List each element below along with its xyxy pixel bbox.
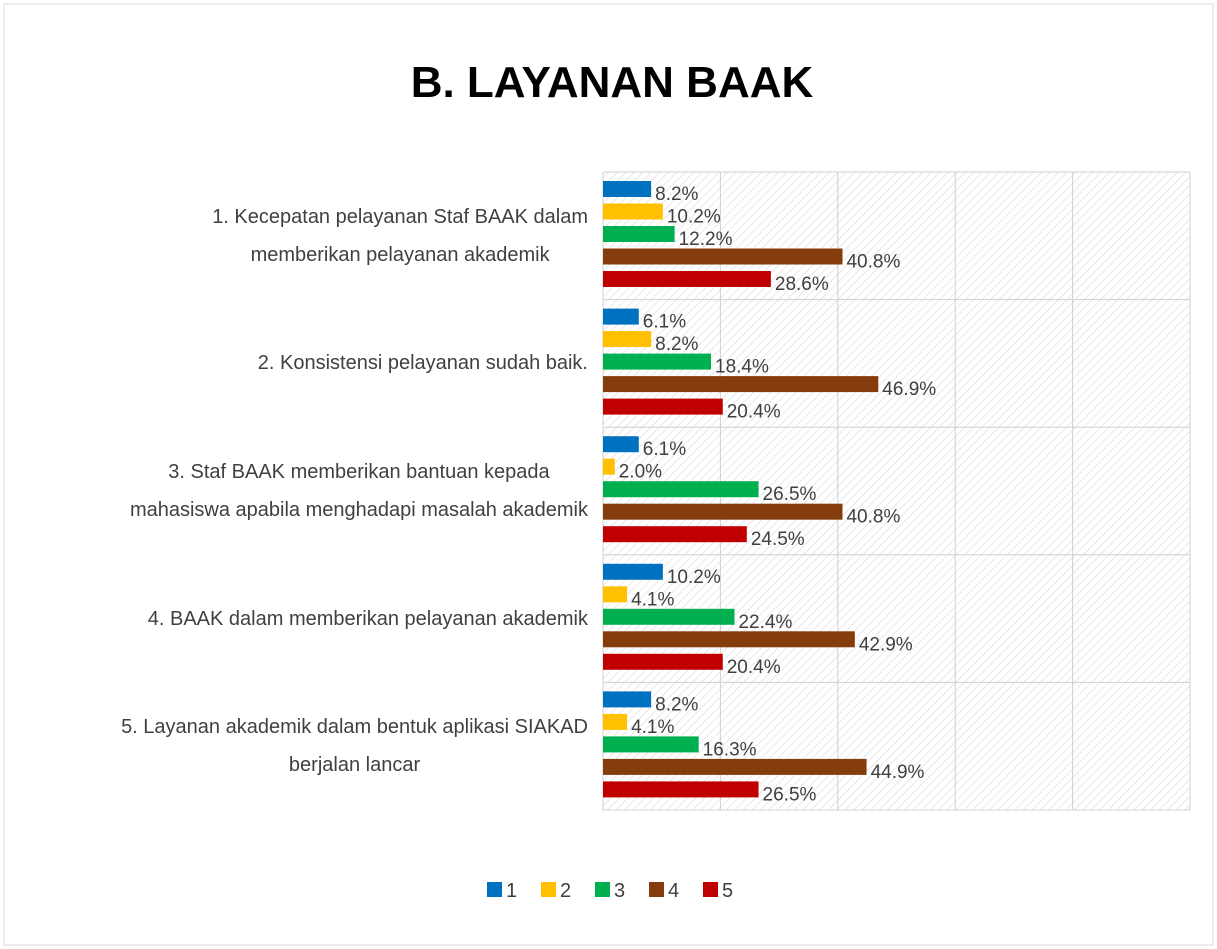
bar bbox=[603, 526, 747, 543]
bar bbox=[603, 586, 628, 603]
bar bbox=[603, 353, 712, 370]
legend-swatch bbox=[487, 882, 502, 897]
bar bbox=[603, 398, 723, 415]
chart-border bbox=[3, 3, 1214, 946]
bar bbox=[603, 653, 723, 670]
data-label: 8.2% bbox=[655, 184, 698, 205]
y-tick-label: 1. Kecepatan pelayanan Staf BAAK dalam m… bbox=[212, 205, 588, 266]
bar bbox=[603, 481, 759, 498]
data-label: 24.5% bbox=[751, 529, 805, 550]
bar bbox=[603, 713, 628, 730]
bar bbox=[603, 758, 867, 775]
data-label: 28.6% bbox=[775, 274, 829, 295]
data-label: 20.4% bbox=[727, 657, 781, 678]
data-label: 20.4% bbox=[727, 402, 781, 423]
data-label: 12.2% bbox=[679, 229, 733, 250]
bar bbox=[603, 608, 735, 625]
chart-title: B. LAYANAN BAAK bbox=[411, 58, 814, 107]
bar bbox=[603, 631, 855, 648]
bar bbox=[603, 376, 879, 393]
y-tick-label: 5. Layanan akademik dalam bentuk aplikas… bbox=[121, 716, 588, 777]
legend-label: 1 bbox=[506, 880, 517, 902]
legend-swatch bbox=[595, 882, 610, 897]
bar bbox=[603, 781, 759, 798]
bar bbox=[603, 736, 699, 753]
data-label: 40.8% bbox=[846, 252, 900, 273]
y-tick-label: 2. Konsistensi pelayanan sudah baik. bbox=[257, 352, 588, 375]
bar bbox=[603, 436, 639, 453]
legend-label: 5 bbox=[722, 880, 733, 902]
bar bbox=[603, 308, 639, 325]
data-label: 18.4% bbox=[715, 357, 769, 378]
data-label: 42.9% bbox=[859, 634, 913, 655]
data-label: 46.9% bbox=[882, 379, 936, 400]
data-label: 4.1% bbox=[631, 589, 674, 610]
data-label: 40.8% bbox=[846, 507, 900, 528]
legend-label: 4 bbox=[668, 880, 679, 902]
legend-label: 2 bbox=[560, 880, 571, 902]
bar bbox=[603, 691, 652, 708]
data-label: 4.1% bbox=[631, 717, 674, 738]
data-label: 26.5% bbox=[763, 484, 817, 505]
legend-label: 3 bbox=[614, 880, 625, 902]
bar bbox=[603, 181, 652, 197]
data-label: 6.1% bbox=[643, 439, 686, 460]
data-label: 16.3% bbox=[703, 739, 757, 760]
y-tick-label: 4. BAAK dalam memberikan pelayanan akade… bbox=[147, 607, 588, 630]
data-label: 44.9% bbox=[871, 762, 925, 783]
data-label: 10.2% bbox=[667, 207, 721, 228]
bar bbox=[603, 458, 615, 475]
bar bbox=[603, 503, 843, 520]
bar bbox=[603, 331, 652, 348]
y-tick-label: 3. Staf BAAK memberikan bantuan kepada m… bbox=[129, 461, 588, 521]
data-label: 10.2% bbox=[667, 567, 721, 588]
bar bbox=[603, 203, 663, 220]
data-label: 8.2% bbox=[655, 334, 698, 355]
legend-swatch bbox=[649, 882, 664, 897]
legend-swatch bbox=[541, 882, 556, 897]
bar bbox=[603, 563, 663, 580]
bar bbox=[603, 271, 771, 287]
data-label: 2.0% bbox=[619, 462, 662, 483]
legend-swatch bbox=[703, 882, 718, 897]
data-label: 26.5% bbox=[763, 784, 817, 805]
bar bbox=[603, 226, 675, 242]
data-label: 8.2% bbox=[655, 694, 698, 715]
data-label: 6.1% bbox=[643, 312, 686, 333]
bar bbox=[603, 248, 843, 265]
data-label: 22.4% bbox=[738, 612, 792, 633]
